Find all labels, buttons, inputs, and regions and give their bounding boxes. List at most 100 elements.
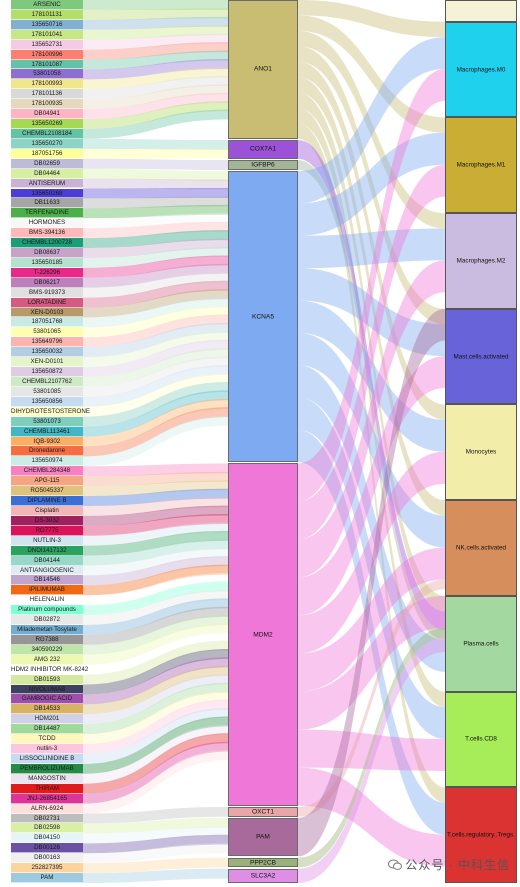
drug-label: Cisplatin <box>35 506 59 514</box>
drug-label: 135649796 <box>31 338 63 346</box>
flow-band <box>298 260 445 578</box>
drug-node: DB04144 <box>11 555 83 566</box>
drug-label: 187051768 <box>31 318 63 326</box>
flow-band <box>83 138 228 150</box>
gene-node-cox7a1: COX7A1 <box>228 140 298 159</box>
flow-band <box>83 398 228 447</box>
drug-label: 135650032 <box>31 348 63 356</box>
drug-node: BMS-919373 <box>11 287 83 298</box>
flow-band <box>83 471 228 487</box>
flow-band <box>83 589 228 626</box>
drug-label: DB02872 <box>34 616 60 624</box>
flow-band <box>83 306 228 338</box>
drug-node: 178101041 <box>11 29 83 40</box>
flow-band <box>298 68 445 502</box>
flow-band <box>298 767 445 867</box>
flow-band <box>83 178 228 190</box>
drug-node: 135650716 <box>11 19 83 30</box>
drug-label: Platinum compounds <box>18 606 76 614</box>
flow-band <box>83 868 228 883</box>
gene-node-oxct1: OXCT1 <box>228 806 298 817</box>
drug-node: ANTIANGIOGENIC <box>11 565 83 576</box>
drug-label: RO5045337 <box>30 487 64 495</box>
flow-band <box>83 204 228 219</box>
drug-label: 340590229 <box>31 645 63 653</box>
drug-node: CHEMBL284348 <box>11 466 83 477</box>
flow-band <box>83 33 228 50</box>
cell-node-m2: Macrophages.M2 <box>445 213 517 309</box>
drug-node: 340590229 <box>11 644 83 655</box>
cell-label: Mast.cells.activated <box>453 353 509 361</box>
drug-node: DB00163 <box>11 853 83 864</box>
drug-label: NUTLIN-3 <box>33 536 61 544</box>
flow-band <box>83 0 228 10</box>
drug-label: TERFENADINE <box>25 209 69 217</box>
drug-node: Dronedarone <box>11 446 83 457</box>
flow-band <box>83 59 228 80</box>
drug-node: NUTLIN-3 <box>11 535 83 546</box>
drug-node: PAM <box>11 873 83 883</box>
drug-label: TCDD <box>38 735 56 743</box>
cell-node-top <box>445 0 517 22</box>
flow-band <box>83 356 228 397</box>
drug-node: HDM201 <box>11 714 83 725</box>
drug-node: 135650270 <box>11 138 83 149</box>
cell-node-tregs: T.cells.regulatory..Tregs. <box>445 787 517 883</box>
flow-band <box>83 187 228 199</box>
drug-node: 53801073 <box>11 416 83 427</box>
drug-label: 135650270 <box>31 139 63 147</box>
flow-band <box>298 579 445 817</box>
flow-band <box>298 77 445 516</box>
watermark-text: 公众号 · 中科生信 <box>405 858 510 872</box>
flow-band <box>298 228 445 269</box>
drug-node: 178100993 <box>11 79 83 90</box>
drug-label: DB04941 <box>34 110 60 118</box>
drug-node: 187051768 <box>11 317 83 328</box>
drug-node: CHEMBL113461 <box>11 426 83 437</box>
drug-node: DB01593 <box>11 674 83 685</box>
drug-node: APG-115 <box>11 476 83 487</box>
flow-band <box>83 857 228 874</box>
flow-band <box>298 356 445 616</box>
drug-node: LORATADINE <box>11 297 83 308</box>
drug-node: GAMBOGIC ACID <box>11 694 83 705</box>
drug-label: DB00163 <box>34 854 60 862</box>
drug-label: DB02659 <box>34 159 60 167</box>
flow-band <box>83 716 228 774</box>
cell-label: T.cells.CD8 <box>465 735 497 743</box>
drug-label: DB04464 <box>34 169 60 177</box>
drug-node: 135650032 <box>11 347 83 358</box>
drug-label: CHEMBL2107762 <box>22 378 72 385</box>
drug-node: Milademetan Tosylate <box>11 625 83 635</box>
gene-label: PAM <box>256 833 270 841</box>
flow-band <box>298 46 445 325</box>
cell-node-mono: Monocytes <box>445 404 517 501</box>
drug-label: DB14487 <box>34 725 60 733</box>
flow-band <box>83 92 228 120</box>
flow-band <box>83 230 228 249</box>
drug-node: DB06217 <box>11 277 83 288</box>
flow-band <box>83 158 228 170</box>
flow-band <box>83 148 228 159</box>
drug-label: nutlin-3 <box>36 745 58 753</box>
drug-node: XEN-D0103 <box>11 307 83 318</box>
flow-band <box>298 140 445 631</box>
drug-node: 135650856 <box>11 396 83 407</box>
drug-node: RO5045337 <box>11 486 83 497</box>
flow-band <box>298 308 445 857</box>
drug-node: THIRAM <box>11 783 83 794</box>
drug-label: THIRAM <box>35 784 59 792</box>
flow-band <box>83 322 228 358</box>
drug-label: APG-115 <box>34 477 60 485</box>
flow-band <box>83 272 228 298</box>
drug-node: 135652731 <box>11 39 83 50</box>
flow-band <box>83 514 228 536</box>
flow-band <box>83 522 228 546</box>
flow-band <box>83 331 228 368</box>
drug-node: NIVOLUMAB <box>11 684 83 695</box>
drug-label: CHEMBL113461 <box>24 427 70 435</box>
flow-band <box>83 530 228 556</box>
drug-label: DB04144 <box>34 556 60 564</box>
drug-node: HORMONES <box>11 218 83 229</box>
flow-band <box>83 196 228 209</box>
